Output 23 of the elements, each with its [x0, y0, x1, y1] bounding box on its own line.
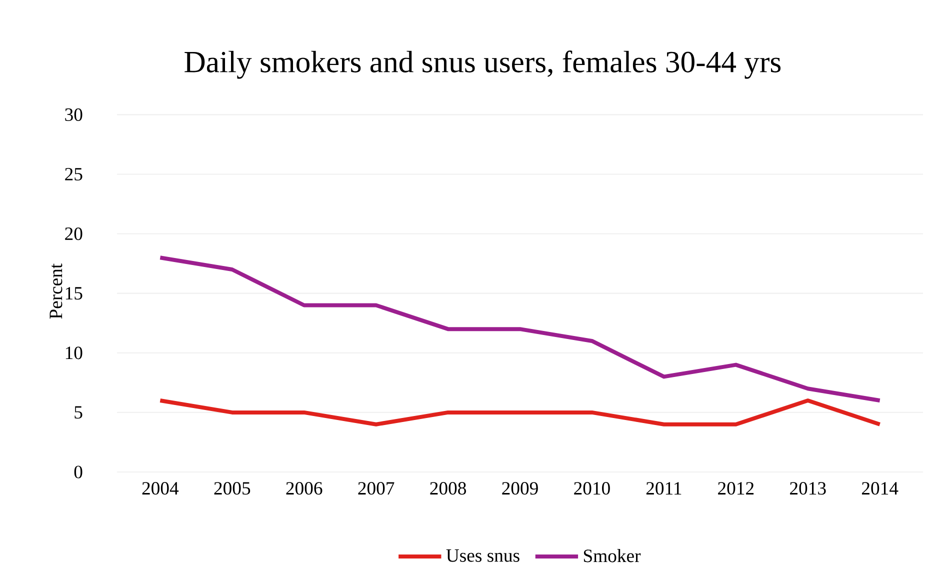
x-tick-label: 2006	[286, 482, 322, 495]
x-tick-label: 2007	[358, 482, 394, 495]
y-tick-label: 15	[66, 287, 82, 300]
y-tick-label: 0	[74, 466, 82, 478]
x-tick-label: 2011	[646, 482, 682, 495]
y-tick-label: 10	[66, 346, 82, 360]
legend-label: Uses snus	[446, 549, 520, 562]
x-tick-label: 2009	[502, 482, 538, 495]
x-tick-label: 2013	[790, 482, 826, 495]
x-tick-label: 2010	[574, 482, 610, 495]
y-tick-label: 25	[65, 168, 82, 180]
x-tick-label: 2005	[214, 482, 250, 495]
x-tick-label: 2008	[430, 482, 466, 495]
chart-title: Daily smokers and snus users, females 30-44 yrs	[184, 50, 781, 79]
y-tick-label: 30	[65, 108, 82, 121]
x-tick-label: 2014	[862, 482, 898, 495]
y-tick-label: 20	[65, 227, 82, 240]
x-tick-label: 2004	[142, 482, 179, 495]
legend-label: Smoker	[584, 549, 641, 562]
y-axis-title: Percent	[50, 263, 62, 319]
x-tick-label: 2012	[718, 482, 754, 495]
y-tick-label: 5	[74, 406, 82, 419]
line-series	[158, 256, 882, 403]
